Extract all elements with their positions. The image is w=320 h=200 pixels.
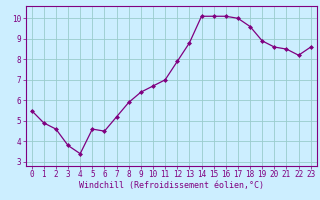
X-axis label: Windchill (Refroidissement éolien,°C): Windchill (Refroidissement éolien,°C): [79, 181, 264, 190]
